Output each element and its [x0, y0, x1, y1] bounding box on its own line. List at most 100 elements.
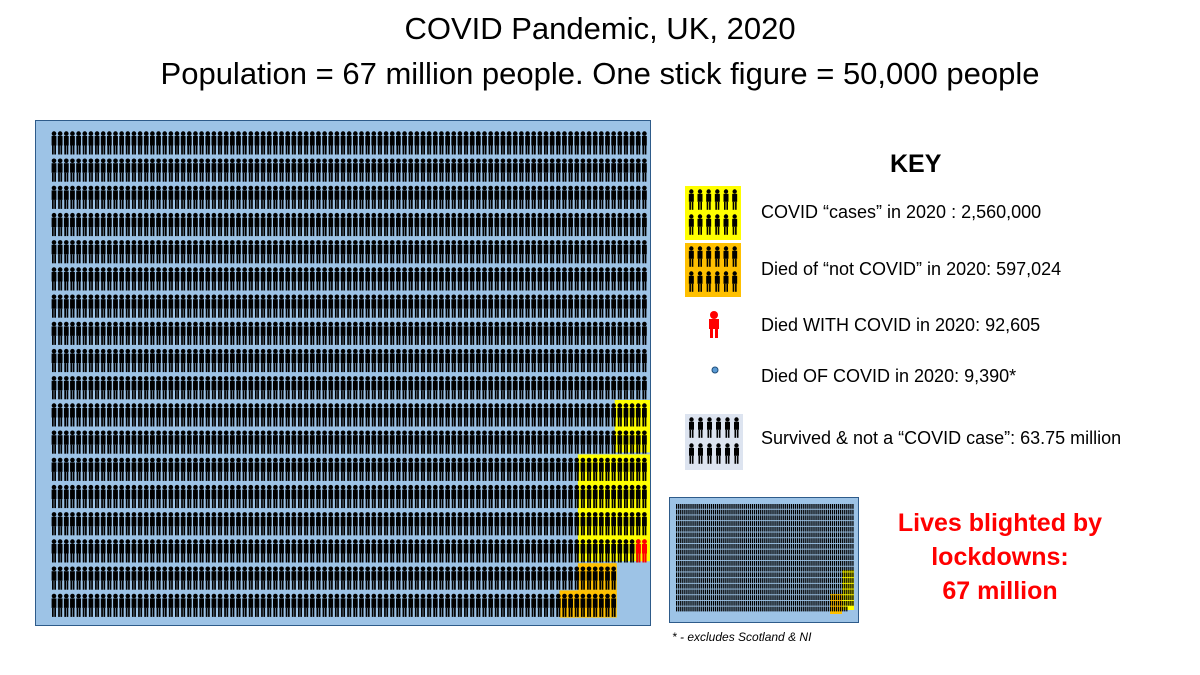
mini-stick-figure [717, 589, 719, 595]
stick-figure [193, 566, 198, 590]
mini-stick-figure [784, 600, 786, 606]
mini-stick-figure [852, 555, 854, 561]
stick-figure [537, 430, 543, 454]
stick-figure [131, 376, 137, 400]
mini-stick-figure [690, 532, 692, 538]
stick-figure [150, 457, 155, 481]
stick-figure [469, 512, 475, 536]
stick-figure [248, 457, 254, 481]
stick-figure [525, 593, 530, 617]
mini-stick-figure [770, 555, 772, 561]
mini-stick-figure [717, 543, 719, 549]
stick-figure [205, 539, 211, 563]
stick-figure [242, 240, 248, 264]
stick-figure [199, 566, 204, 590]
stick-figure [543, 376, 549, 400]
mini-stick-figure [852, 509, 854, 515]
mini-stick-figure [725, 538, 727, 543]
mini-stick-figure [741, 549, 743, 555]
stick-figure [113, 321, 118, 345]
stick-figure [389, 267, 395, 291]
stick-figure [94, 539, 100, 563]
mini-stick-figure [749, 583, 752, 589]
mini-stick-figure [698, 543, 700, 549]
mini-stick-figure [706, 538, 709, 543]
mini-stick-figure [833, 509, 836, 515]
stick-figure [525, 131, 530, 155]
mini-stick-figure [784, 578, 786, 583]
mini-stick-figure [719, 566, 721, 572]
mini-stick-figure [753, 521, 756, 526]
callout-line-2: lockdowns: [931, 543, 1069, 571]
stick-figure [150, 158, 155, 182]
mini-stick-figure [782, 595, 784, 600]
mini-stick-figure [811, 595, 813, 600]
stick-figure [180, 457, 186, 481]
stick-figure [76, 185, 81, 209]
mini-stick-figure [770, 566, 772, 572]
stick-figure [223, 512, 229, 536]
stick-figure [131, 430, 137, 454]
stick-figure [512, 240, 518, 264]
stick-figure [211, 539, 217, 563]
mini-stick-figure [840, 543, 842, 549]
mini-stick-figure [739, 600, 741, 606]
mini-stick-figure [762, 595, 764, 600]
mini-stick-figure [766, 595, 768, 600]
mini-stick-figure [846, 583, 848, 589]
key-label-with-covid: Died WITH COVID in 2020: 92,605 [761, 315, 1041, 335]
stick-figure [408, 376, 414, 400]
mini-stick-figure [813, 532, 815, 538]
mini-stick-figure [825, 515, 827, 521]
stick-figure [426, 267, 432, 291]
stick-figure [402, 212, 407, 237]
stick-figure [445, 185, 450, 209]
stick-figure [113, 376, 118, 400]
stick-figure [445, 131, 450, 155]
mini-stick-figure [774, 606, 776, 612]
stick-figure [119, 593, 125, 617]
mini-stick-figure [751, 504, 754, 509]
mini-stick-figure [833, 555, 836, 561]
mini-stick-figure [792, 504, 795, 509]
mini-stick-figure [829, 515, 832, 521]
stick-figure [512, 158, 518, 182]
stick-figure [162, 240, 168, 264]
stick-figure [229, 158, 235, 182]
stick-figure [106, 212, 112, 237]
stick-figure [322, 348, 327, 373]
stick-figure [51, 376, 57, 400]
mini-stick-figure [805, 515, 807, 521]
mini-stick-figure [852, 543, 854, 549]
stick-figure [494, 348, 500, 373]
stick-figure [254, 212, 260, 237]
key-item-cases: COVID “cases” in 2020 : 2,560,000 [685, 186, 1195, 240]
stick-figure [106, 131, 112, 155]
mini-stick-figure [768, 583, 770, 589]
mini-stick-figure [776, 600, 778, 606]
stick-figure [519, 321, 524, 345]
stick-figure [383, 158, 389, 182]
mini-stick-figure [700, 504, 702, 509]
mini-stick-figure [786, 532, 788, 538]
mini-stick-figure [688, 578, 690, 583]
stick-figure [642, 185, 647, 209]
stick-figure [432, 593, 438, 617]
mini-stick-figure [852, 561, 854, 566]
mini-stick-figure [694, 583, 696, 589]
stick-figure [494, 403, 500, 427]
mini-stick-figure [702, 532, 704, 538]
miniature-stick-figure-field [676, 504, 854, 614]
stick-figure [426, 403, 432, 427]
stick-figure [537, 593, 543, 617]
stick-figure [549, 539, 555, 563]
mini-stick-figure [708, 504, 711, 509]
stick-figure [199, 457, 204, 481]
stick-figure [260, 376, 266, 400]
mini-stick-figure [680, 549, 682, 555]
mini-stick-figure [786, 589, 788, 595]
stick-figure [100, 294, 106, 318]
mini-stick-figure [813, 543, 815, 549]
stick-figure [457, 484, 463, 509]
stick-figure [555, 430, 561, 454]
